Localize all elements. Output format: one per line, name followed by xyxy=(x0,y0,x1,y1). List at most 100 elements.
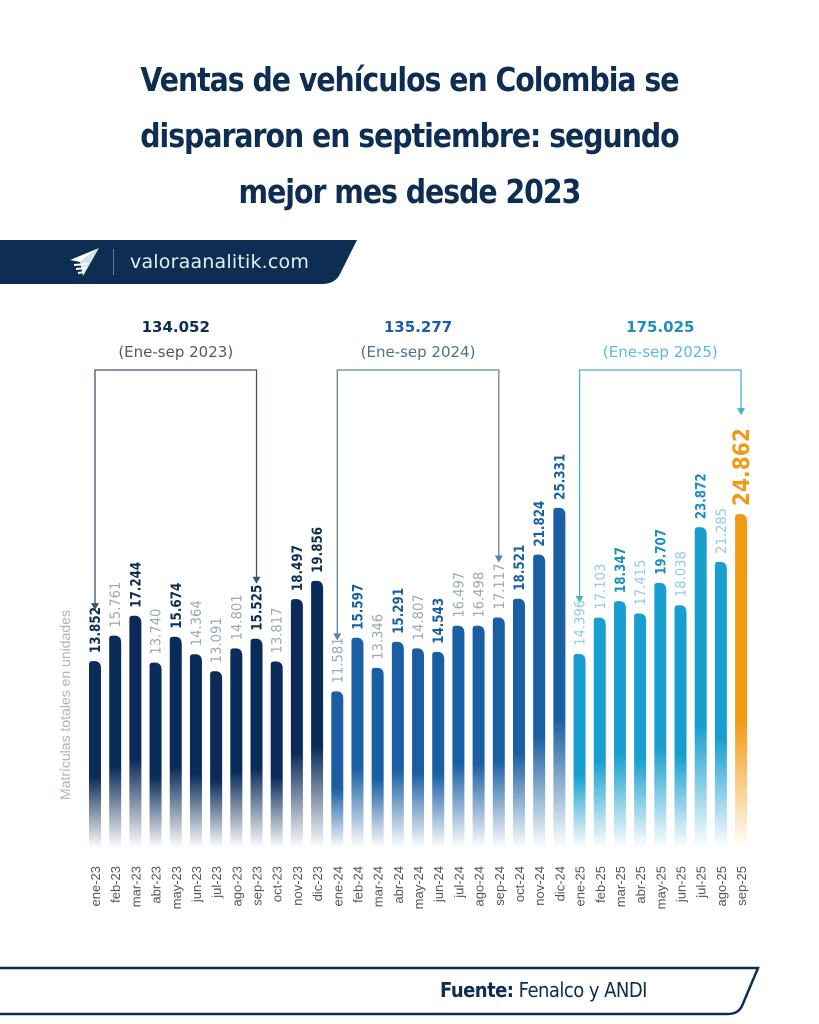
bar-jul-25 xyxy=(694,527,707,848)
bar-jul-23 xyxy=(210,671,223,848)
bar-sep-23 xyxy=(250,638,263,848)
x-tick-label: dic-23 xyxy=(310,866,325,901)
x-tick-label: jul-24 xyxy=(451,866,466,899)
title-line-1: Ventas de vehículos en Colombia se xyxy=(140,60,679,99)
x-tick-label: ene-24 xyxy=(330,866,345,906)
x-tick-label: sep-24 xyxy=(492,866,507,906)
bar-may-25 xyxy=(654,582,667,848)
value-label: 13.091 xyxy=(209,617,225,663)
value-label: 14.807 xyxy=(411,594,427,640)
value-label: 14.396 xyxy=(573,600,589,646)
x-tick-label: may-25 xyxy=(653,866,668,909)
bar-ene-24 xyxy=(331,691,344,848)
value-label: 17.244 xyxy=(128,562,144,608)
footer-frame xyxy=(0,966,760,1016)
x-tick-label: may-24 xyxy=(411,866,426,909)
bar-sep-24 xyxy=(492,617,505,848)
title-line-3: mejor mes desde 2023 xyxy=(238,172,582,211)
bar-sep-25 xyxy=(735,514,748,848)
bar-jun-24 xyxy=(432,651,445,848)
chart-title: Ventas de vehículos en Colombia se dispa… xyxy=(57,52,761,220)
value-label: 14.543 xyxy=(431,598,447,644)
bar-nov-23 xyxy=(290,599,303,848)
value-label: 19.856 xyxy=(310,527,326,573)
x-tick-label: ago-24 xyxy=(472,866,487,906)
x-tick-label: oct-23 xyxy=(270,866,285,902)
bar-jul-24 xyxy=(452,625,465,848)
bar-mar-25 xyxy=(613,601,626,848)
value-label: 21.285 xyxy=(714,508,730,554)
bar-abr-23 xyxy=(149,662,162,848)
bar-ene-23 xyxy=(89,661,101,848)
bar-feb-23 xyxy=(109,635,122,848)
bar-abr-24 xyxy=(391,641,404,848)
bar-mar-24 xyxy=(371,667,384,848)
x-tick-label: ene-25 xyxy=(573,866,588,906)
source-note: Fuente: Fenalco y ANDI xyxy=(440,978,647,1002)
x-tick-label: abr-25 xyxy=(633,866,648,904)
value-label: 15.291 xyxy=(391,588,407,634)
bar-ago-23 xyxy=(230,648,243,848)
x-tick-label: abr-24 xyxy=(391,866,406,904)
x-tick-label: ago-23 xyxy=(229,866,244,906)
arrow-down-icon xyxy=(252,576,261,584)
annotation-period: (Ene-sep 2024) xyxy=(361,343,476,361)
annotation-period: (Ene-sep 2025) xyxy=(603,343,718,361)
x-tick-label: feb-25 xyxy=(593,866,608,903)
bar-jun-25 xyxy=(674,605,687,848)
bar-dic-24 xyxy=(553,507,566,848)
arrow-down-icon xyxy=(494,555,503,563)
brand-divider xyxy=(113,249,114,275)
x-tick-label: abr-23 xyxy=(149,866,164,904)
x-tick-label: jul-23 xyxy=(209,866,224,899)
x-tick-label: sep-23 xyxy=(250,866,265,906)
brand-site[interactable]: valoraanalitik.com xyxy=(130,251,310,273)
x-tick-label: jul-25 xyxy=(694,866,709,899)
x-tick-label: ago-25 xyxy=(714,866,729,906)
x-tick-label: mar-23 xyxy=(128,866,143,907)
value-label: 16.497 xyxy=(451,572,467,618)
annotation-period: (Ene-sep 2023) xyxy=(118,343,233,361)
y-axis-label: Matrículas totales en unidades xyxy=(57,610,73,800)
bar-feb-25 xyxy=(593,617,606,848)
bracket-line xyxy=(578,369,742,602)
x-tick-label: jun-25 xyxy=(674,866,689,903)
bar-may-23 xyxy=(169,636,182,848)
bracket-line xyxy=(336,369,500,640)
bar-mar-23 xyxy=(129,615,142,848)
bar-ago-24 xyxy=(472,625,485,848)
value-label: 15.761 xyxy=(108,582,124,628)
x-tick-label: mar-24 xyxy=(371,866,386,907)
brand-banner xyxy=(0,240,357,284)
value-label: 18.347 xyxy=(613,547,629,593)
bar-nov-24 xyxy=(533,554,546,848)
value-label: 14.801 xyxy=(229,594,245,640)
x-tick-label: jun-23 xyxy=(189,866,204,903)
bar-feb-24 xyxy=(351,637,364,848)
bar-may-24 xyxy=(412,648,425,848)
bar-ene-25 xyxy=(573,653,586,848)
x-tick-label: feb-24 xyxy=(350,866,365,903)
value-label: 13.852 xyxy=(88,607,104,653)
x-tick-label: mar-25 xyxy=(613,866,628,907)
title-line-2: dispararon en septiembre: segundo xyxy=(140,116,679,155)
source-value: Fenalco y ANDI xyxy=(518,978,648,1002)
value-label: 18.521 xyxy=(512,545,528,591)
x-tick-label: oct-24 xyxy=(512,866,527,902)
annotation-total: 175.025 xyxy=(626,318,694,336)
bar-abr-25 xyxy=(634,613,647,848)
value-label: 17.103 xyxy=(593,564,609,610)
paper-plane-icon xyxy=(70,248,99,276)
value-label: 15.674 xyxy=(169,583,185,629)
value-label: 24.862 xyxy=(730,428,755,506)
annotation-total: 134.052 xyxy=(142,318,210,336)
bracket-line xyxy=(94,369,258,610)
value-label: 15.525 xyxy=(250,585,266,631)
value-label: 21.824 xyxy=(532,500,548,546)
value-label: 13.740 xyxy=(149,609,165,655)
value-label: 13.817 xyxy=(270,608,286,654)
x-tick-label: ene-23 xyxy=(88,866,103,906)
value-label: 14.364 xyxy=(189,600,205,646)
value-label: 19.707 xyxy=(653,529,669,575)
value-label: 18.497 xyxy=(290,545,306,591)
